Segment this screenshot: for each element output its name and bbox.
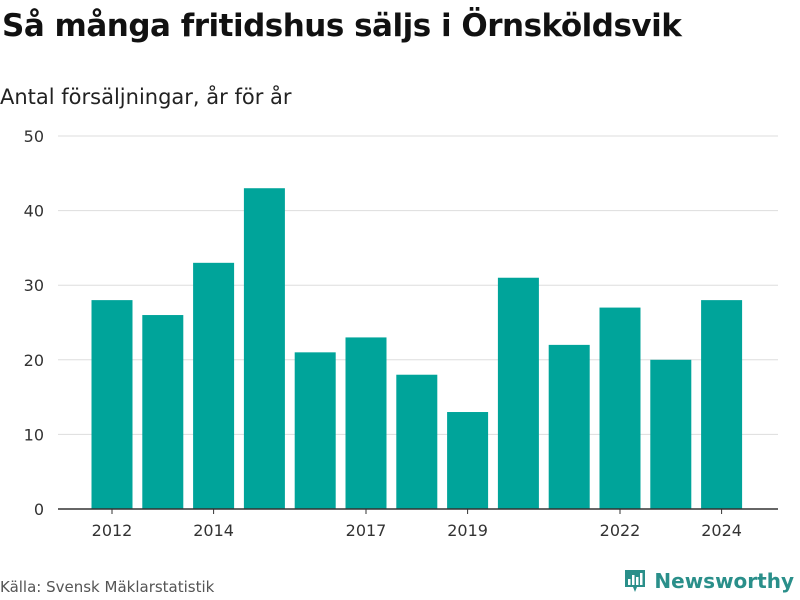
x-tick-label: 2012 [92,521,133,540]
x-tick-label: 2024 [701,521,742,540]
bar-2018 [396,374,438,509]
y-tick-label: 50 [24,127,44,146]
chart-title: Så många fritidshus säljs i Örnsköldsvik [2,8,682,44]
bar-2016 [294,352,336,509]
bar-2013 [142,315,184,509]
brand-name: Newsworthy [654,569,794,593]
bar-2024 [701,300,743,509]
y-tick-label: 20 [24,351,44,370]
chart-subtitle: Antal försäljningar, år för år [0,85,292,109]
bar-2012 [91,300,133,509]
x-tick-label: 2022 [600,521,641,540]
bar-2023 [650,359,692,509]
bar-2019 [447,412,489,509]
y-tick-label: 10 [24,425,44,444]
newsworthy-logo-icon [625,570,646,592]
brand-logo[interactable]: Newsworthy [623,568,794,594]
bar-2015 [243,188,285,509]
x-tick-label: 2017 [346,521,387,540]
bar-2014 [193,262,235,509]
x-tick-label: 2014 [193,521,234,540]
source-text: Källa: Svensk Mäklarstatistik [0,578,215,596]
bar-2022 [599,307,641,509]
y-tick-label: 40 [24,202,44,221]
y-tick-label: 30 [24,276,44,295]
bar-2021 [548,344,590,509]
x-tick-label: 2019 [447,521,488,540]
bar-2017 [345,337,387,509]
bar-2020 [497,277,539,509]
y-tick-label: 0 [34,500,44,519]
